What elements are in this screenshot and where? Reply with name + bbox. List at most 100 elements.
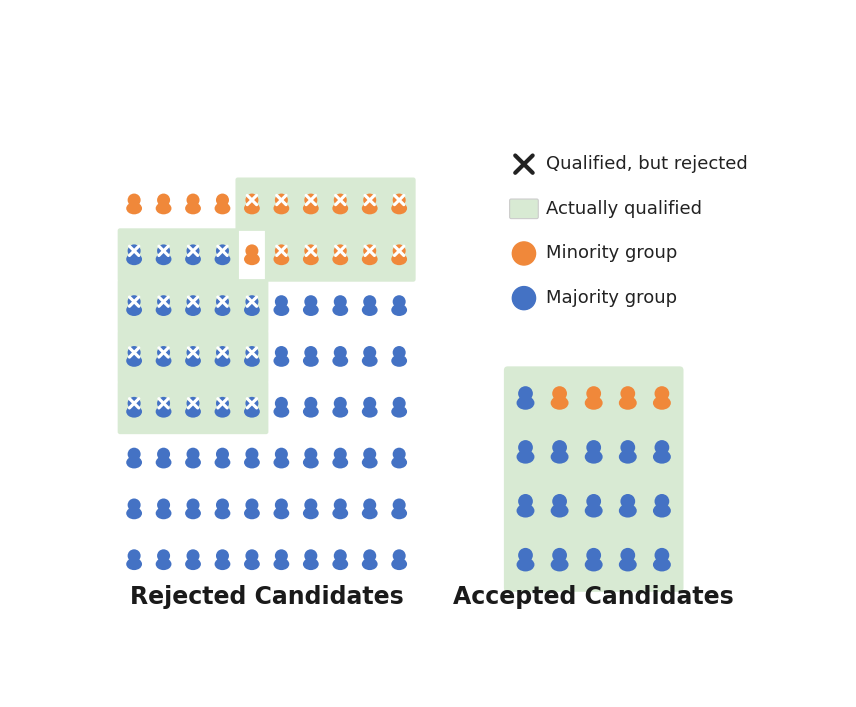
Ellipse shape [391,457,407,469]
Ellipse shape [185,253,201,265]
Ellipse shape [550,504,568,518]
Circle shape [393,296,406,308]
Ellipse shape [362,406,377,418]
FancyBboxPatch shape [117,228,239,281]
Circle shape [157,549,170,562]
FancyBboxPatch shape [504,366,683,592]
Circle shape [621,386,635,401]
Circle shape [246,448,259,460]
Text: Majority group: Majority group [546,289,678,307]
Circle shape [518,440,533,455]
Circle shape [305,498,318,511]
Circle shape [246,549,259,562]
Ellipse shape [185,406,201,418]
FancyBboxPatch shape [117,381,269,434]
Circle shape [305,397,318,410]
Circle shape [393,245,406,257]
Ellipse shape [516,396,534,410]
Ellipse shape [303,304,318,316]
Ellipse shape [362,253,377,265]
Ellipse shape [391,253,407,265]
Ellipse shape [126,457,142,469]
Ellipse shape [619,558,637,571]
Ellipse shape [332,406,348,418]
Circle shape [246,296,259,308]
Ellipse shape [391,355,407,367]
Ellipse shape [156,457,171,469]
Ellipse shape [126,558,142,570]
Ellipse shape [391,304,407,316]
Circle shape [275,346,288,359]
Ellipse shape [185,304,201,316]
Circle shape [363,397,377,410]
Ellipse shape [273,355,289,367]
Circle shape [334,296,347,308]
Ellipse shape [585,504,603,518]
Circle shape [305,245,318,257]
Circle shape [275,194,288,206]
Ellipse shape [244,202,260,214]
Circle shape [552,440,567,455]
Ellipse shape [303,202,318,214]
Ellipse shape [391,558,407,570]
Ellipse shape [332,202,348,214]
Ellipse shape [215,202,230,214]
Circle shape [363,346,377,359]
Ellipse shape [126,202,142,214]
Circle shape [216,397,229,410]
Ellipse shape [550,396,568,410]
Circle shape [518,386,533,401]
Circle shape [246,397,259,410]
Circle shape [246,245,259,257]
Ellipse shape [303,253,318,265]
Ellipse shape [126,253,142,265]
Circle shape [305,296,318,308]
Ellipse shape [362,507,377,519]
Circle shape [393,549,406,562]
Ellipse shape [185,355,201,367]
Circle shape [157,245,170,257]
Ellipse shape [303,558,318,570]
Circle shape [187,245,199,257]
Ellipse shape [362,457,377,469]
Circle shape [334,448,347,460]
Ellipse shape [585,396,603,410]
Ellipse shape [126,406,142,418]
Circle shape [216,346,229,359]
Circle shape [518,548,533,563]
Ellipse shape [273,558,289,570]
Ellipse shape [362,355,377,367]
Ellipse shape [156,558,171,570]
Circle shape [305,194,318,206]
Ellipse shape [332,507,348,519]
Ellipse shape [126,507,142,519]
Circle shape [216,194,229,206]
Text: Accepted Candidates: Accepted Candidates [454,585,734,609]
Circle shape [621,440,635,455]
FancyBboxPatch shape [265,228,416,281]
Ellipse shape [362,558,377,570]
Ellipse shape [215,507,230,519]
Circle shape [275,296,288,308]
Ellipse shape [653,396,671,410]
Ellipse shape [215,558,230,570]
Ellipse shape [185,558,201,570]
Circle shape [586,494,601,508]
Circle shape [157,397,170,410]
Circle shape [128,498,140,511]
Ellipse shape [303,406,318,418]
Ellipse shape [332,558,348,570]
Ellipse shape [550,558,568,571]
Ellipse shape [332,355,348,367]
Circle shape [128,194,140,206]
Circle shape [216,498,229,511]
Circle shape [275,397,288,410]
FancyBboxPatch shape [509,199,538,218]
Circle shape [586,548,601,563]
Circle shape [513,286,536,310]
Ellipse shape [215,253,230,265]
Ellipse shape [156,304,171,316]
Ellipse shape [273,507,289,519]
Circle shape [128,397,140,410]
Circle shape [216,245,229,257]
